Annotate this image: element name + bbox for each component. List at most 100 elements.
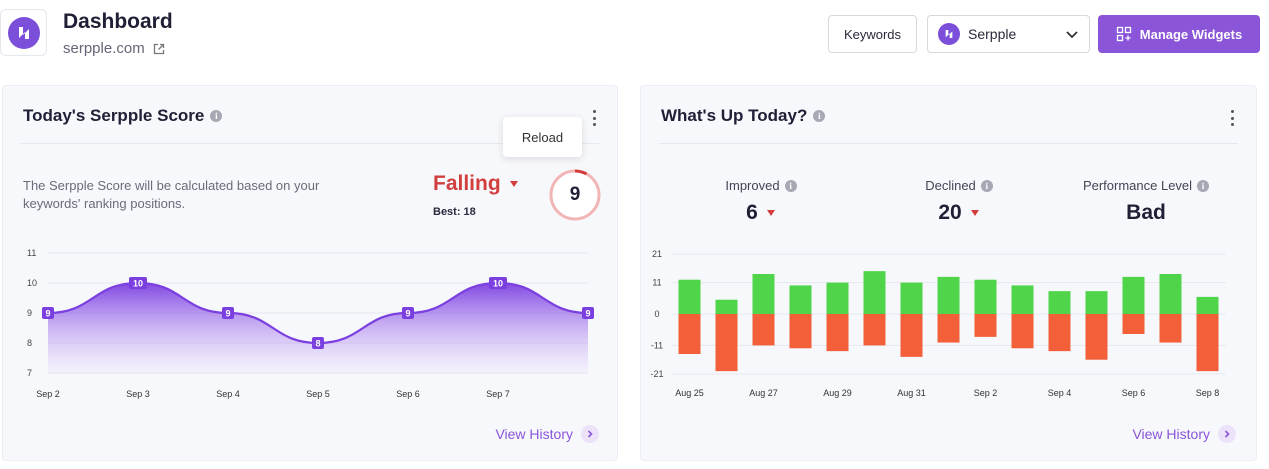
score-area	[48, 283, 588, 373]
declined-bar	[1196, 314, 1219, 372]
info-icon[interactable]: i	[784, 179, 797, 192]
performance-value: Bad	[1126, 201, 1166, 224]
score-data-badge	[312, 337, 324, 349]
score-ytick-label: 11	[27, 248, 36, 258]
project-domain[interactable]: serpple.com	[63, 40, 165, 57]
info-icon[interactable]: i	[1197, 179, 1210, 192]
improved-bar	[678, 279, 701, 314]
score-data-point: 9	[42, 307, 54, 319]
info-icon[interactable]: i	[210, 110, 223, 122]
bar-ytick-label: 0	[654, 309, 659, 319]
declined-bar	[1085, 314, 1108, 360]
whats-up-menu-icon[interactable]	[1227, 108, 1237, 128]
declined-bar	[1048, 314, 1071, 352]
declined-bar	[1159, 314, 1182, 343]
bar-xtick-label: Aug 29	[823, 388, 852, 398]
score-data-label: 9	[225, 309, 230, 319]
chevron-right-icon	[1218, 425, 1236, 443]
score-data-point: 9	[582, 307, 594, 319]
score-view-history-label: View History	[495, 426, 573, 442]
domain-link[interactable]: serpple.com	[63, 40, 145, 57]
declined-bar	[789, 314, 812, 349]
declined-bar	[1122, 314, 1145, 334]
manage-widgets-button[interactable]: Manage Widgets	[1098, 15, 1260, 53]
external-link-icon[interactable]	[153, 43, 165, 55]
whats-up-view-history-link[interactable]: View History	[1132, 425, 1236, 443]
declined-bar	[826, 314, 849, 352]
score-xtick-label: Sep 5	[306, 389, 330, 399]
score-data-point: 9	[402, 307, 414, 319]
declined-bar	[678, 314, 701, 354]
reload-menu-item[interactable]: Reload	[503, 117, 582, 157]
score-data-badge	[489, 277, 507, 289]
score-data-label: 9	[585, 309, 590, 319]
improved-label: Improved	[725, 178, 780, 193]
score-xtick-label: Sep 6	[396, 389, 420, 399]
bar-xtick-label: Aug 27	[749, 388, 778, 398]
whats-up-card: What's Up Today? i Improved i 6 Declined i…	[640, 85, 1257, 461]
best-score: Best: 18	[433, 206, 476, 218]
improved-bar	[789, 285, 812, 314]
declined-bar	[863, 314, 886, 346]
score-ytick-label: 7	[27, 368, 32, 378]
improved-bar	[715, 299, 738, 314]
score-data-label: 9	[405, 309, 410, 319]
whats-up-title-text: What's Up Today?	[661, 106, 808, 125]
score-ytick-label: 10	[27, 278, 37, 288]
score-chart: 7 8 9 10 11 9 10 9 8 9 10 9 Sep 2 Sep 3 Sep 4 Sep 5 Sep …	[27, 248, 594, 399]
score-data-point: 10	[489, 277, 507, 289]
keywords-button[interactable]: Keywords	[828, 15, 917, 53]
info-icon[interactable]: i	[980, 179, 993, 192]
score-trend: Falling	[433, 172, 519, 196]
bar-ytick-label: -21	[650, 369, 663, 379]
bar-xtick-label: Sep 2	[974, 388, 998, 398]
chevron-right-icon	[581, 425, 599, 443]
declined-bar	[974, 314, 997, 337]
score-data-point: 10	[129, 277, 147, 289]
score-xtick-label: Sep 4	[216, 389, 240, 399]
bar-ytick-label: -11	[651, 340, 663, 350]
bar-xtick-label: Aug 31	[897, 388, 926, 398]
improved-bar	[1011, 285, 1034, 314]
score-data-badge	[42, 307, 54, 319]
performance-label: Performance Level	[1082, 178, 1193, 193]
score-trend-label: Falling	[433, 172, 501, 195]
improved-bar	[937, 276, 960, 314]
project-select[interactable]: Serpple	[927, 15, 1090, 53]
score-data-label: 10	[133, 279, 143, 289]
info-icon[interactable]: i	[813, 110, 826, 122]
bar-ytick-label: 21	[652, 249, 662, 259]
declined-bar	[1011, 314, 1034, 349]
improved-bar	[1048, 291, 1071, 314]
declined-bar	[937, 314, 960, 343]
score-ytick-label: 8	[27, 338, 32, 348]
score-card-title: Today's Serpple Score i	[23, 106, 223, 126]
score-card-title-text: Today's Serpple Score	[23, 106, 205, 125]
score-value: 9	[569, 184, 581, 205]
caret-down-icon	[970, 210, 979, 216]
score-xtick-label: Sep 7	[486, 389, 510, 399]
improved-bar	[1159, 274, 1182, 314]
score-xtick-label: Sep 3	[126, 389, 150, 399]
score-view-history-link[interactable]: View History	[495, 425, 599, 443]
improved-value: 6	[746, 201, 758, 224]
serpple-project-icon	[938, 23, 960, 45]
improved-bar	[1122, 276, 1145, 314]
whats-up-title: What's Up Today? i	[661, 106, 826, 126]
whats-up-view-history-label: View History	[1132, 426, 1210, 442]
performance-stat: Performance Level i Bad	[1066, 178, 1226, 225]
declined-bar	[715, 314, 738, 372]
improved-bar	[974, 279, 997, 314]
score-data-point: 8	[312, 337, 324, 349]
whats-up-divider	[659, 143, 1238, 144]
score-ring: 9	[548, 168, 602, 222]
improved-bar	[826, 282, 849, 314]
score-card-divider	[21, 143, 599, 144]
page-title: Dashboard	[63, 10, 173, 33]
score-data-label: 8	[315, 339, 320, 349]
declined-stat: Declined i 20	[899, 178, 1019, 225]
project-logo	[0, 9, 47, 56]
score-data-badge	[222, 307, 234, 319]
bar-ytick-label: 11	[652, 278, 661, 288]
score-card-menu-icon[interactable]	[589, 108, 599, 128]
